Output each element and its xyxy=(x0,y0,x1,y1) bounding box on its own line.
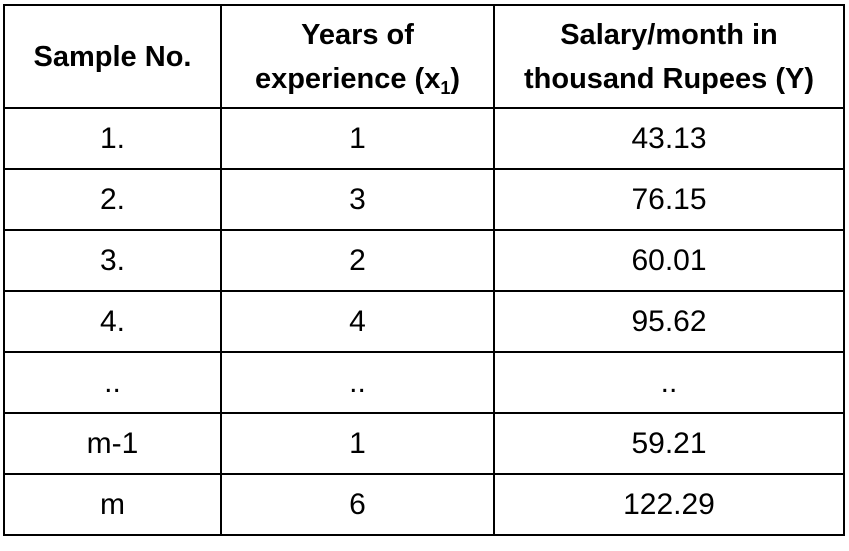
table-row: 2. 3 76.15 xyxy=(3,168,845,231)
table-row: 3. 2 60.01 xyxy=(3,229,845,292)
cell-sample: m xyxy=(3,473,222,536)
cell-sample: 3. xyxy=(3,229,222,292)
cell-sample: m-1 xyxy=(3,412,222,475)
table-row: m 6 122.29 xyxy=(3,473,845,536)
cell-salary: 95.62 xyxy=(493,290,845,353)
table-row: .. .. .. xyxy=(3,351,845,414)
header-salary-line2: thousand Rupees (Y) xyxy=(523,62,814,95)
cell-salary: .. xyxy=(493,351,845,414)
header-sample-label: Sample No. xyxy=(33,40,192,73)
cell-years: 3 xyxy=(220,168,495,231)
cell-sample: 2. xyxy=(3,168,222,231)
cell-years: 6 xyxy=(220,473,495,536)
salary-data-table: Sample No. Years of experience (x1) Sala… xyxy=(3,4,845,536)
header-years-suffix: ) xyxy=(450,62,461,95)
cell-salary: 122.29 xyxy=(493,473,845,536)
header-salary-line1: Salary/month in xyxy=(560,18,778,51)
cell-years: 4 xyxy=(220,290,495,353)
header-years-prefix: experience (x xyxy=(254,62,441,95)
cell-salary: 59.21 xyxy=(493,412,845,475)
header-years-subscript: 1 xyxy=(440,77,451,98)
header-years-line1: Years of xyxy=(301,18,414,51)
cell-years: .. xyxy=(220,351,495,414)
cell-salary: 43.13 xyxy=(493,107,845,170)
table-row: 1. 1 43.13 xyxy=(3,107,845,170)
cell-years: 2 xyxy=(220,229,495,292)
cell-sample: 1. xyxy=(3,107,222,170)
cell-salary: 76.15 xyxy=(493,168,845,231)
header-years-experience: Years of experience (x1) xyxy=(220,4,495,109)
cell-salary: 60.01 xyxy=(493,229,845,292)
table-row: m-1 1 59.21 xyxy=(3,412,845,475)
cell-years: 1 xyxy=(220,412,495,475)
cell-sample: .. xyxy=(3,351,222,414)
cell-years: 1 xyxy=(220,107,495,170)
header-row: Sample No. Years of experience (x1) Sala… xyxy=(3,4,845,109)
table-row: 4. 4 95.62 xyxy=(3,290,845,353)
header-years-line2: experience (x1) xyxy=(254,62,461,98)
header-salary: Salary/month in thousand Rupees (Y) xyxy=(493,4,845,109)
header-sample-no: Sample No. xyxy=(3,4,222,109)
cell-sample: 4. xyxy=(3,290,222,353)
